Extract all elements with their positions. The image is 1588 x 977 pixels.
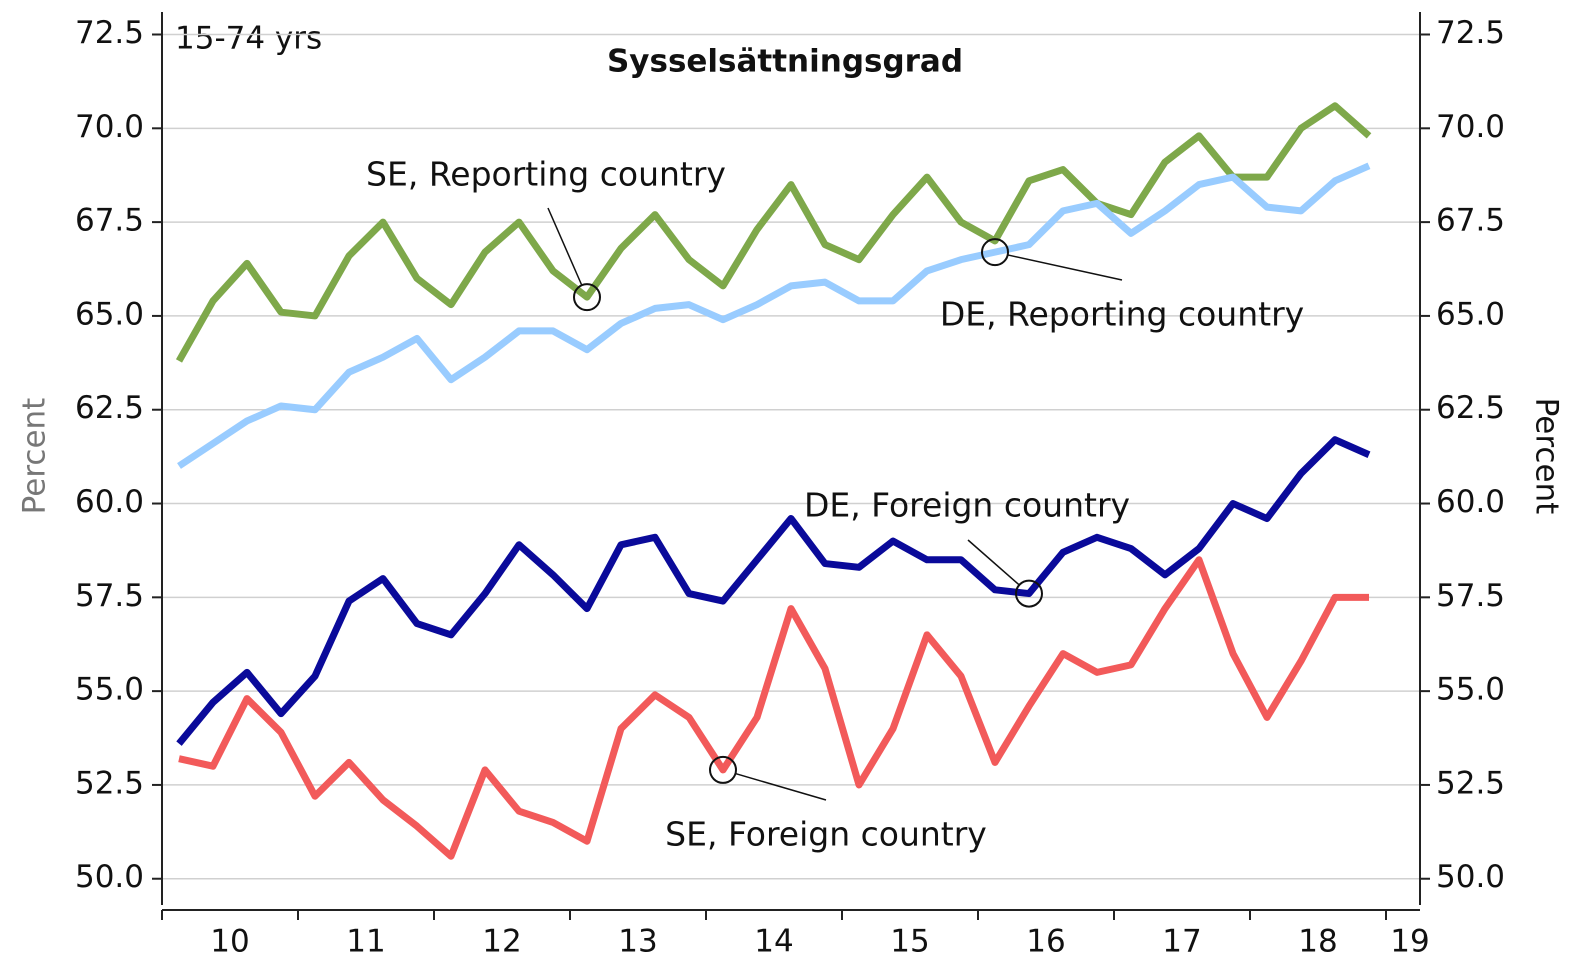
annotation-circle xyxy=(981,238,1009,267)
series-line xyxy=(178,556,1369,860)
y-tick-label: 55.0 xyxy=(75,672,144,708)
y2-axis-label: Percent xyxy=(1529,398,1565,515)
leader-line xyxy=(735,772,827,801)
y2-tick-label: 62.5 xyxy=(1436,390,1505,426)
series-label: SE, Foreign country xyxy=(665,815,987,854)
series-line xyxy=(175,102,1372,363)
y2-tick-label: 52.5 xyxy=(1436,765,1505,801)
series-line xyxy=(177,162,1371,469)
y2-tick-label: 50.0 xyxy=(1436,859,1505,895)
y2-tick-label: 57.5 xyxy=(1436,578,1505,614)
leader-line xyxy=(1007,254,1123,281)
annotation-circle xyxy=(709,755,737,784)
x-tick-label: 13 xyxy=(618,924,657,960)
y-axis-label: Percent xyxy=(17,398,53,515)
y2-tick-label: 67.5 xyxy=(1436,203,1505,239)
series-label: DE, Reporting country xyxy=(940,295,1304,334)
series-label: DE, Foreign country xyxy=(804,486,1130,525)
leader-line xyxy=(967,539,1020,586)
y2-tick-label: 60.0 xyxy=(1436,484,1505,520)
x-tick-label: 14 xyxy=(754,924,793,960)
x-tick-label: 16 xyxy=(1026,924,1065,960)
leader-line xyxy=(547,207,583,286)
x-tick-label: 11 xyxy=(346,924,385,960)
y2-tick-label: 72.5 xyxy=(1436,15,1505,51)
y-tick-label: 65.0 xyxy=(75,296,144,332)
x-tick-label: 17 xyxy=(1162,924,1201,960)
x-tick-label: 15 xyxy=(890,924,929,960)
y-tick-label: 67.5 xyxy=(75,203,144,239)
y2-tick-label: 70.0 xyxy=(1436,109,1505,145)
y-tick-label: 62.5 xyxy=(75,390,144,426)
x-tick-label: 18 xyxy=(1298,924,1337,960)
y-tick-label: 57.5 xyxy=(75,578,144,614)
chart-title: Sysselsättningsgrad xyxy=(607,44,963,80)
series-line xyxy=(176,436,1371,746)
series-label: SE, Reporting country xyxy=(366,155,726,194)
y-tick-label: 72.5 xyxy=(75,15,144,51)
x-tick-label: 10 xyxy=(210,924,249,960)
y2-tick-label: 65.0 xyxy=(1436,296,1505,332)
y2-tick-label: 55.0 xyxy=(1436,672,1505,708)
subtitle: 15-74 yrs xyxy=(175,21,322,57)
annotation-circle xyxy=(1015,579,1043,608)
y-tick-label: 70.0 xyxy=(75,109,144,145)
x-tick-label: 19 xyxy=(1390,924,1429,960)
y-tick-label: 50.0 xyxy=(75,859,144,895)
y-tick-label: 60.0 xyxy=(75,484,144,520)
annotation-circle xyxy=(573,283,601,312)
x-tick-label: 12 xyxy=(482,924,521,960)
y-tick-label: 52.5 xyxy=(75,765,144,801)
